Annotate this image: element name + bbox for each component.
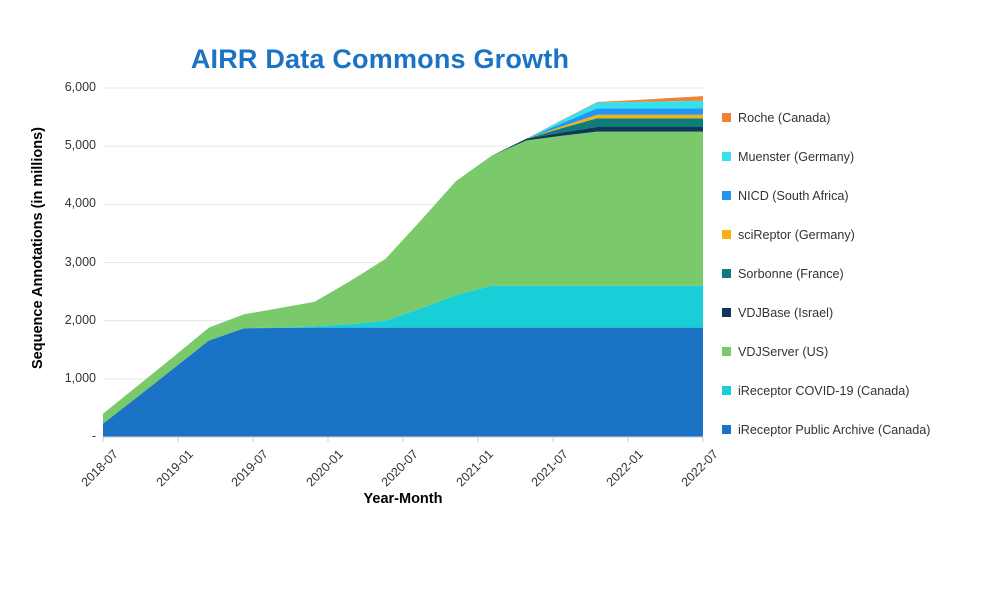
y-axis-tick-label: 2,000 (64, 312, 96, 327)
legend-label: NICD (South Africa) (738, 188, 849, 203)
legend-label: VDJServer (US) (738, 344, 829, 359)
legend-swatch-icon (722, 230, 731, 239)
legend-item[interactable]: Muenster (Germany) (722, 137, 992, 176)
legend-label: VDJBase (Israel) (738, 305, 834, 320)
legend-item[interactable]: Sorbonne (France) (722, 254, 992, 293)
legend-swatch-icon (722, 152, 731, 161)
chart-title: AIRR Data Commons Growth (190, 44, 570, 74)
legend-swatch-icon (722, 113, 731, 122)
y-axis-tick-label: 3,000 (64, 254, 96, 269)
chart-legend: Roche (Canada) Muenster (Germany) NICD (So… (722, 98, 992, 449)
y-axis-tick-labels: - 1,000 2,000 3,000 4,000 5,000 6,000 (22, 0, 96, 563)
legend-label: Muenster (Germany) (738, 149, 855, 164)
y-axis-tick-label: 5,000 (64, 138, 96, 153)
area-series (103, 327, 703, 437)
y-axis-tick-label: 4,000 (64, 196, 96, 211)
legend-label: Roche (Canada) (738, 110, 831, 125)
x-axis-title: Year-Month (363, 491, 443, 507)
chart-container: AIRR Data Commons Growth Sequence Annota… (22, 0, 992, 563)
legend-swatch-icon (722, 308, 731, 317)
legend-item[interactable]: VDJBase (Israel) (722, 293, 992, 332)
legend-label: sciReptor (Germany) (738, 227, 855, 242)
legend-label: iReceptor COVID-19 (Canada) (738, 383, 910, 398)
legend-item[interactable]: VDJServer (US) (722, 332, 992, 371)
area-series (103, 131, 703, 424)
legend-swatch-icon (722, 269, 731, 278)
area-series (103, 285, 703, 424)
legend-label: Sorbonne (France) (738, 266, 844, 281)
y-axis-tick-label: 1,000 (64, 370, 96, 385)
legend-swatch-icon (722, 386, 731, 395)
legend-item[interactable]: iReceptor COVID-19 (Canada) (722, 371, 992, 410)
legend-item[interactable]: iReceptor Public Archive (Canada) (722, 410, 992, 449)
y-axis-tick-label: - (91, 429, 96, 443)
legend-swatch-icon (722, 347, 731, 356)
legend-item[interactable]: Roche (Canada) (722, 98, 992, 137)
legend-item[interactable]: sciReptor (Germany) (722, 215, 992, 254)
legend-label: iReceptor Public Archive (Canada) (738, 422, 931, 437)
stacked-area-plot (102, 87, 704, 442)
legend-swatch-icon (722, 191, 731, 200)
legend-item[interactable]: NICD (South Africa) (722, 176, 992, 215)
legend-swatch-icon (722, 425, 731, 434)
y-axis-tick-label: 6,000 (64, 80, 96, 94)
